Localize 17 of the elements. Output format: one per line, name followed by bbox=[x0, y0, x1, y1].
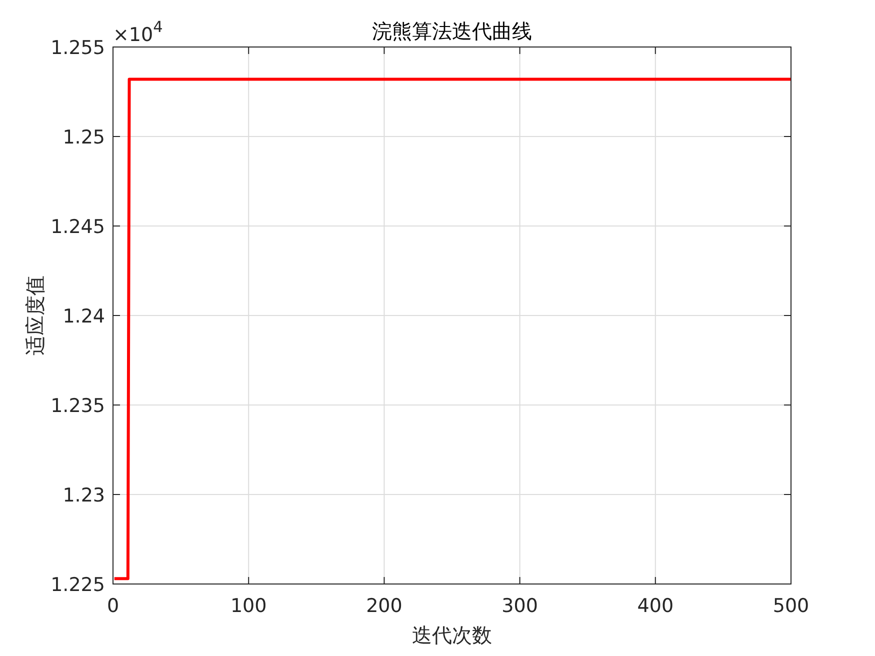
x-tick-label: 100 bbox=[230, 595, 267, 617]
y-tick-label: 1.235 bbox=[50, 395, 105, 417]
y-tick-label: 1.245 bbox=[50, 216, 105, 238]
x-tick-label: 0 bbox=[106, 595, 120, 617]
y-tick-label: 1.25 bbox=[62, 126, 105, 148]
x-tick-label: 400 bbox=[637, 595, 674, 617]
y-tick-label: 1.225 bbox=[50, 574, 105, 596]
chart-title: 浣熊算法迭代曲线 bbox=[372, 19, 532, 43]
x-tick-label: 500 bbox=[772, 595, 810, 617]
y-tick-label: 1.24 bbox=[62, 306, 105, 328]
y-tick-label: 1.255 bbox=[50, 37, 105, 59]
x-axis-title: 迭代次数 bbox=[412, 623, 492, 647]
x-tick-label: 300 bbox=[502, 595, 538, 617]
x-tick-label: 200 bbox=[366, 595, 402, 617]
y-axis-title: 适应度值 bbox=[23, 276, 47, 356]
y-tick-label: 1.23 bbox=[62, 484, 105, 506]
text: ×10$^{4}$ bbox=[113, 18, 163, 46]
